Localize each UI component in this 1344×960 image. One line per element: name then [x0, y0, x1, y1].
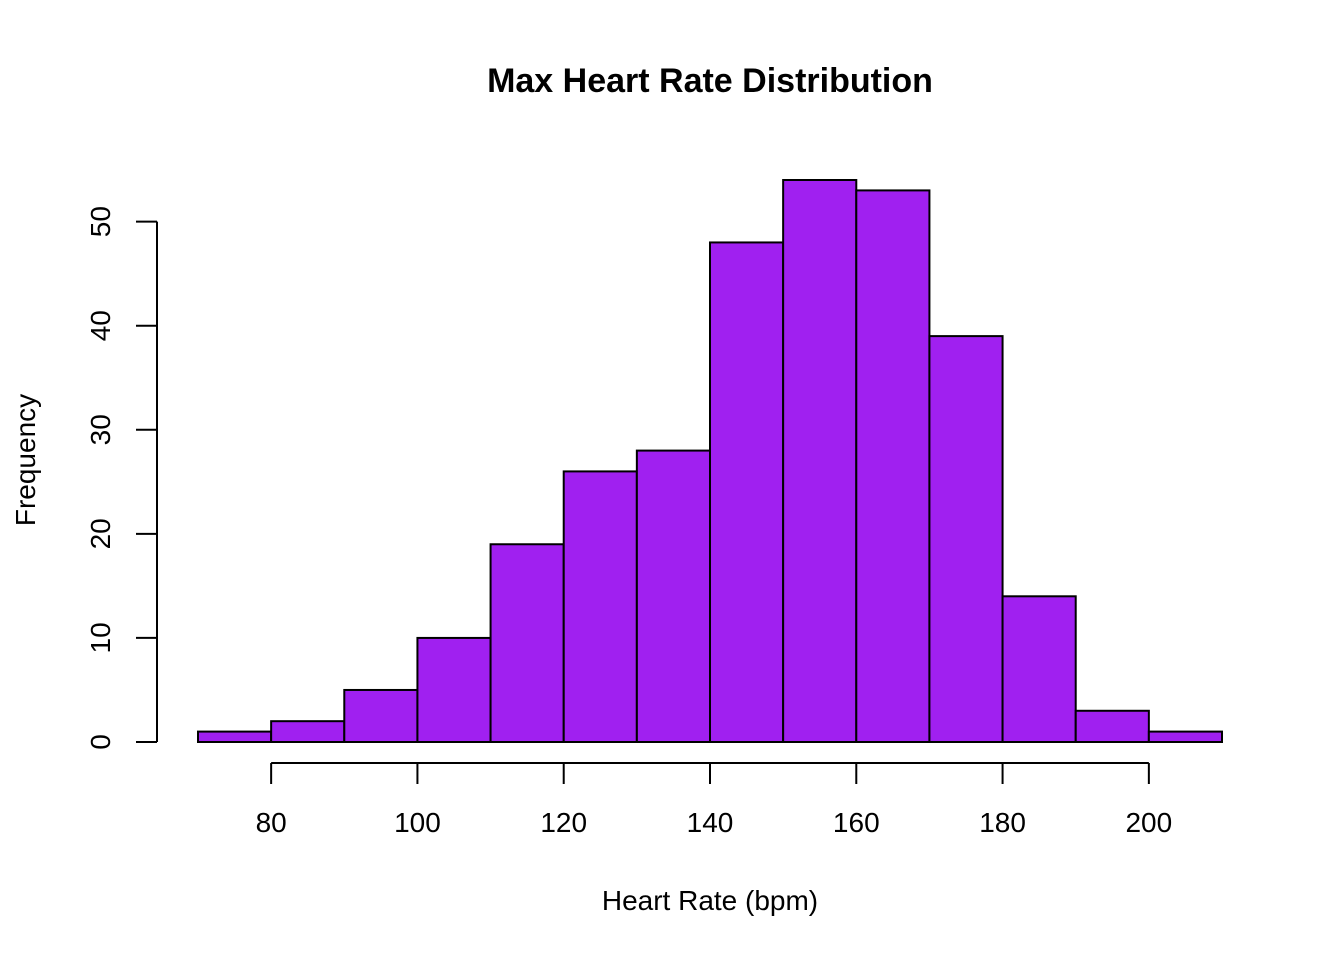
histogram-bar: [489, 543, 565, 744]
x-axis: 80 100 120 140 160 180 200: [256, 762, 1172, 838]
histogram-bar: [562, 470, 638, 743]
y-tick-label: 30: [85, 414, 116, 445]
x-axis-label: Heart Rate (bpm): [602, 885, 818, 916]
chart-title: Max Heart Rate Distribution: [487, 62, 933, 100]
x-tick-label: 100: [394, 807, 441, 838]
histogram-bar: [1001, 595, 1077, 744]
histogram-bar: [855, 189, 931, 743]
y-tick-label: 40: [85, 310, 116, 341]
histogram-bar: [270, 720, 346, 743]
x-tick-label: 140: [687, 807, 734, 838]
x-tick-label: 120: [540, 807, 587, 838]
histogram-bar: [1074, 709, 1150, 743]
y-axis: 0 10 20 30 40 50: [85, 206, 158, 750]
y-tick-label: 10: [85, 622, 116, 653]
histogram-bar: [782, 179, 858, 743]
histogram-bars: [197, 179, 1224, 744]
histogram-bar: [343, 688, 419, 743]
histogram-bar: [1147, 730, 1224, 743]
histogram-bar: [635, 449, 711, 743]
histogram-bar: [709, 241, 785, 743]
y-tick-label: 20: [85, 518, 116, 549]
histogram-bar: [197, 730, 273, 743]
histogram-bar: [928, 335, 1004, 743]
histogram-bar: [416, 636, 492, 743]
y-tick-label: 50: [85, 206, 116, 237]
x-tick-label: 160: [833, 807, 880, 838]
x-tick-label: 180: [979, 807, 1026, 838]
x-tick-label: 200: [1125, 807, 1172, 838]
y-tick-label: 0: [85, 734, 116, 750]
x-tick-label: 80: [256, 807, 287, 838]
y-axis-label: Frequency: [10, 394, 41, 526]
